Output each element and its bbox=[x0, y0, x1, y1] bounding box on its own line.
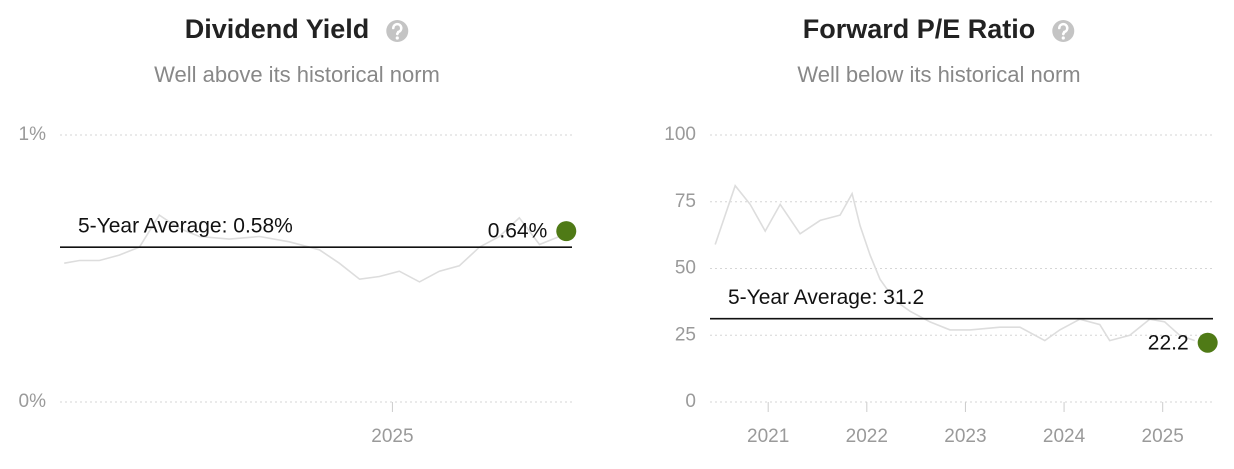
current-label: 22.2 bbox=[1148, 331, 1189, 354]
x-tick-label: 2023 bbox=[944, 426, 986, 447]
y-tick-label: 25 bbox=[675, 324, 696, 345]
chart: Dividend Yield Well above its historical … bbox=[19, 14, 577, 447]
y-tick-label: 1% bbox=[19, 124, 47, 145]
help-icon-dot bbox=[395, 36, 399, 40]
y-tick-label: 50 bbox=[675, 258, 696, 279]
help-icon-circle bbox=[386, 20, 409, 42]
x-tick-label: 2021 bbox=[747, 426, 789, 447]
help-icon-glyph bbox=[1057, 22, 1069, 36]
help-icon bbox=[1052, 20, 1075, 42]
current-label: 0.64% bbox=[488, 220, 548, 243]
x-tick-label: 2025 bbox=[1142, 426, 1184, 447]
chart-title: Dividend Yield bbox=[185, 14, 370, 44]
current-dot bbox=[1197, 332, 1218, 353]
y-tick-label: 100 bbox=[664, 124, 696, 145]
data-line bbox=[714, 184, 1195, 342]
y-tick-label: 75 bbox=[675, 191, 696, 212]
data-line bbox=[64, 213, 560, 283]
x-tick-label: 2024 bbox=[1043, 426, 1086, 447]
chart-title: Forward P/E Ratio bbox=[803, 14, 1036, 44]
chart: Forward P/E Ratio Well below its historic… bbox=[664, 14, 1218, 447]
average-label: 5-Year Average: 31.2 bbox=[728, 286, 924, 309]
help-icon-circle bbox=[1052, 20, 1075, 42]
y-tick-label: 0% bbox=[19, 391, 47, 412]
help-icon-glyph bbox=[391, 22, 403, 36]
x-tick-label: 2022 bbox=[846, 426, 888, 447]
x-tick-label: 2025 bbox=[371, 426, 413, 447]
chart-subtitle: Well above its historical norm bbox=[154, 62, 440, 87]
current-dot bbox=[556, 221, 577, 242]
average-label: 5-Year Average: 0.58% bbox=[78, 215, 293, 238]
y-tick-label: 0 bbox=[685, 391, 696, 412]
help-icon bbox=[386, 20, 409, 42]
help-icon-dot bbox=[1061, 36, 1065, 40]
chart-subtitle: Well below its historical norm bbox=[797, 62, 1080, 87]
